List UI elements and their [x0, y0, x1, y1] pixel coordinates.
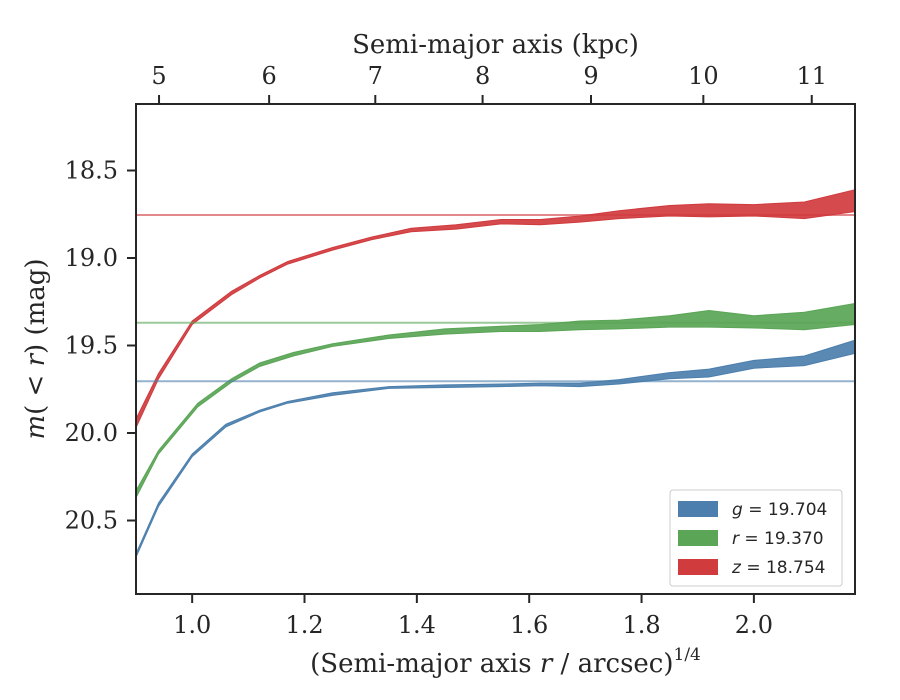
- legend-swatch-2: [678, 559, 718, 575]
- x-tick-label-4: 1.8: [622, 611, 660, 639]
- legend-swatch-0: [678, 501, 718, 517]
- y-tick-label-3: 20.0: [65, 419, 118, 447]
- x-tick-label-3: 1.6: [510, 611, 548, 639]
- legend-label-1: r = 19.370: [732, 529, 824, 549]
- top-tick-label-5: 10: [688, 62, 719, 90]
- y-axis-title: m( < r) (mag): [21, 258, 51, 439]
- y-tick-label-4: 20.5: [65, 507, 118, 535]
- asymptote-layer: [136, 213, 855, 383]
- top-tick-label-3: 8: [475, 62, 490, 90]
- series-band-1: [135, 302, 856, 498]
- y-tick-label-0: 18.5: [65, 157, 118, 185]
- x-tick-label-0: 1.0: [173, 611, 211, 639]
- y-tick-label-1: 19.0: [65, 244, 118, 272]
- x-tick-label-1: 1.2: [285, 611, 323, 639]
- top-tick-label-6: 11: [796, 62, 827, 90]
- legend: g = 19.704 r = 19.370 z = 18.754: [669, 489, 843, 587]
- top-tick-label-4: 9: [583, 62, 598, 90]
- x-axis-title: (Semi-major axis r / arcsec)1/4: [310, 645, 701, 679]
- top-tick-label-0: 5: [151, 62, 166, 90]
- plot-frame: [135, 103, 856, 595]
- series-band-2: [135, 189, 856, 428]
- legend-label-2: z = 18.754: [731, 558, 825, 578]
- top-tick-label-2: 7: [368, 62, 383, 90]
- top-axis-title: Semi-major axis (kpc): [352, 30, 639, 60]
- legend-swatch-1: [678, 530, 718, 546]
- legend-label-0: g = 19.704: [732, 500, 827, 520]
- top-tick-label-1: 6: [261, 62, 276, 90]
- x-tick-label-5: 2.0: [735, 611, 773, 639]
- x-tick-label-2: 1.4: [398, 611, 436, 639]
- ticks-layer: 1.0 1.2 1.4 1.6 1.8 2.0 18.5 19.0 19.5 20.0 20.5 5 6…: [65, 62, 827, 639]
- y-tick-label-2: 19.5: [65, 332, 118, 360]
